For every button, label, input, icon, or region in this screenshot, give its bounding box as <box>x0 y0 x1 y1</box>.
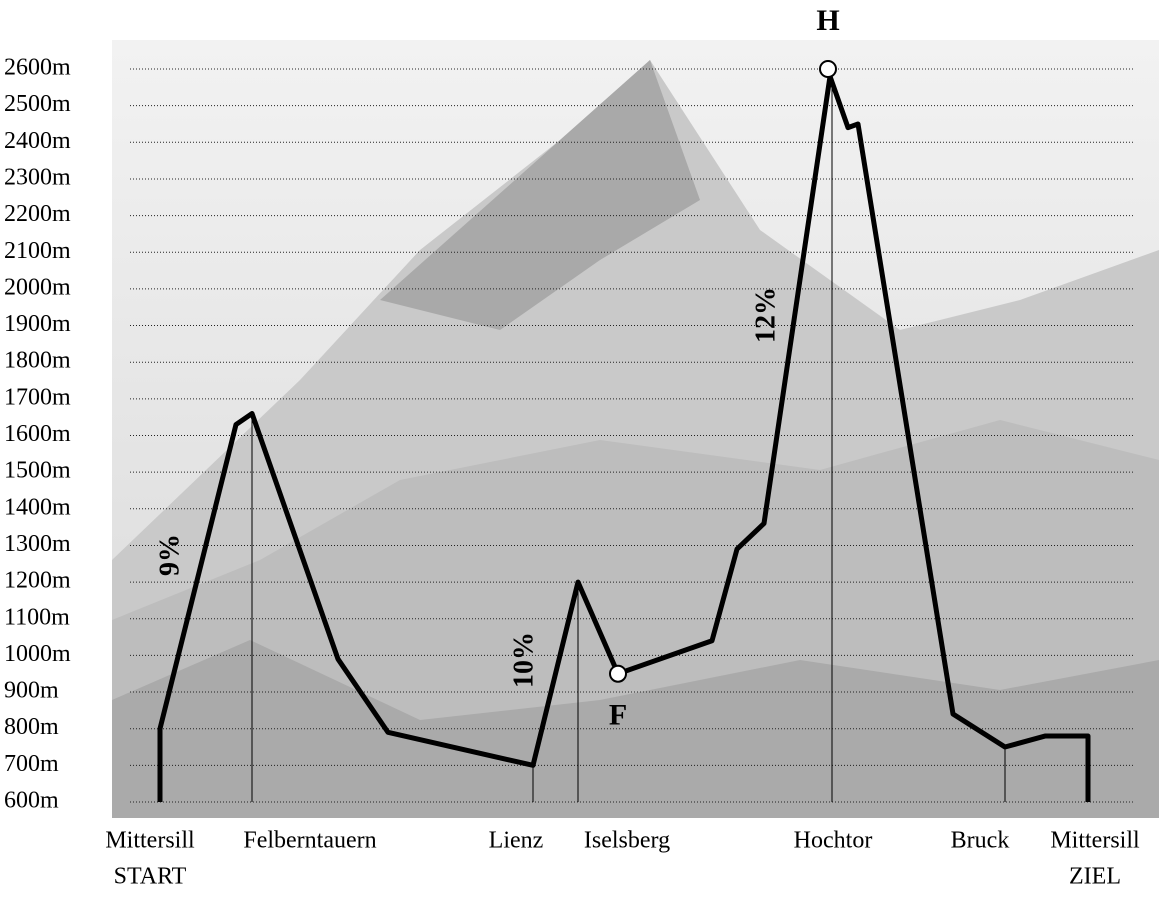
y-tick-label: 2000m <box>4 274 71 300</box>
chart: 600m 700m 800m 900m 1000m 1100m 1200m 1300m 1400… <box>0 0 1159 917</box>
y-tick-label: 700m <box>4 751 59 777</box>
place-label: Iselsberg <box>584 828 670 854</box>
place-label: START <box>114 864 187 890</box>
y-tick-label: 2300m <box>4 164 71 190</box>
y-tick-label: 1600m <box>4 421 71 447</box>
marker-label: F <box>609 699 627 732</box>
place-label: Bruck <box>951 828 1010 854</box>
place-label: Felberntauern <box>243 828 376 854</box>
grade-label: 12% <box>750 287 781 343</box>
marker <box>610 666 626 682</box>
y-tick-label: 1400m <box>4 494 71 520</box>
place-label: Hochtor <box>794 828 873 854</box>
y-tick-label: 800m <box>4 714 59 740</box>
y-tick-label: 1300m <box>4 531 71 557</box>
y-tick-label: 2400m <box>4 128 71 154</box>
grade-label: 10% <box>508 632 539 688</box>
y-tick-label: 2200m <box>4 201 71 227</box>
y-tick-label: 1700m <box>4 384 71 410</box>
grade-label: 9% <box>154 534 185 576</box>
y-tick-label: 1500m <box>4 458 71 484</box>
marker <box>820 61 836 77</box>
marker-label: H <box>816 4 839 37</box>
place-label: Lienz <box>489 828 544 854</box>
background-photo <box>112 40 1159 818</box>
place-label: Mittersill <box>105 828 195 854</box>
y-tick-label: 1900m <box>4 311 71 337</box>
y-tick-label: 2500m <box>4 91 71 117</box>
y-tick-label: 1000m <box>4 641 71 667</box>
y-tick-label: 2100m <box>4 238 71 264</box>
y-tick-label: 1200m <box>4 568 71 594</box>
y-tick-label: 600m <box>4 788 59 814</box>
y-tick-label: 900m <box>4 678 59 704</box>
place-label: ZIEL <box>1069 864 1121 890</box>
y-tick-label: 1800m <box>4 348 71 374</box>
place-label: Mittersill <box>1050 828 1140 854</box>
y-tick-label: 1100m <box>4 604 70 630</box>
y-tick-label: 2600m <box>4 55 71 81</box>
